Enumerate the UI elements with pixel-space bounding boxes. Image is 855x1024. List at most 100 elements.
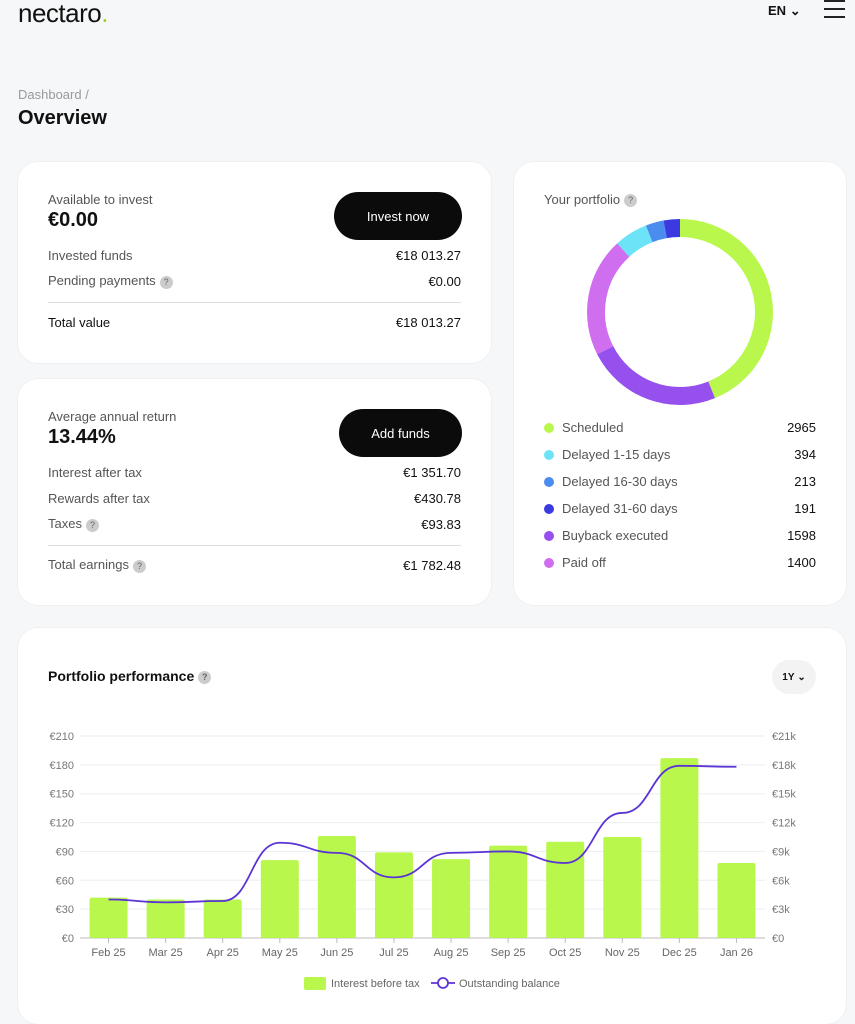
legend-value: 2965 xyxy=(787,420,816,435)
donut-segment[interactable] xyxy=(679,219,773,399)
legend-value: 394 xyxy=(794,447,816,462)
y-left-tick: €0 xyxy=(62,933,74,945)
available-value: €0.00 xyxy=(48,209,99,231)
legend-dot xyxy=(544,557,554,568)
x-tick-label: Mar 25 xyxy=(149,947,183,959)
legend-label: Delayed 31-60 days xyxy=(562,501,678,516)
y-right-tick: €18k xyxy=(772,760,796,772)
bar[interactable] xyxy=(546,841,585,938)
donut-segment[interactable] xyxy=(617,225,653,257)
legend-dot xyxy=(544,503,554,514)
help-icon[interactable]: ? xyxy=(85,518,99,532)
legend-dot xyxy=(544,530,554,541)
y-right-tick: €15k xyxy=(772,789,796,801)
bar[interactable] xyxy=(260,860,299,938)
chevron-down-icon: ⌄ xyxy=(797,671,806,683)
y-right-tick: €0 xyxy=(772,933,784,945)
y-left-tick: €90 xyxy=(56,846,74,858)
pending-payments-row: Pending payments? €0.00 xyxy=(48,273,461,289)
portfolio-donut xyxy=(587,219,773,405)
x-tick-label: Dec 25 xyxy=(662,947,697,959)
language-selector[interactable]: EN ⌄ xyxy=(768,3,801,18)
bar[interactable] xyxy=(89,897,128,938)
chevron-down-icon: ⌄ xyxy=(789,3,801,18)
help-icon[interactable]: ? xyxy=(198,670,212,684)
legend-balance: Outstanding balance xyxy=(459,978,560,990)
total-earnings-row: Total earnings? €1 782.48 xyxy=(48,557,461,573)
help-icon[interactable]: ? xyxy=(624,194,638,208)
legend-label: Delayed 16-30 days xyxy=(562,474,678,489)
bar[interactable] xyxy=(717,862,756,938)
taxes-row: Taxes? €93.83 xyxy=(48,516,461,532)
donut-segment[interactable] xyxy=(645,220,667,243)
donut-segment[interactable] xyxy=(587,243,630,355)
y-left-tick: €150 xyxy=(50,789,74,801)
bar[interactable] xyxy=(203,899,242,938)
x-tick-label: Aug 25 xyxy=(434,947,469,959)
y-right-tick: €9k xyxy=(772,846,790,858)
bar[interactable] xyxy=(603,837,642,938)
y-left-tick: €180 xyxy=(50,760,74,772)
legend-item: Paid off 1400 xyxy=(544,549,816,576)
legend-label: Buyback executed xyxy=(562,528,669,543)
y-left-tick: €120 xyxy=(50,818,74,830)
y-right-tick: €21k xyxy=(772,731,796,743)
invest-now-button[interactable]: Invest now xyxy=(334,192,462,240)
bar[interactable] xyxy=(489,845,528,938)
legend-value: 191 xyxy=(794,501,816,516)
y-left-tick: €60 xyxy=(56,875,74,887)
y-right-tick: €12k xyxy=(772,818,796,830)
donut-segment[interactable] xyxy=(663,219,681,239)
help-icon[interactable]: ? xyxy=(132,559,146,573)
bar[interactable] xyxy=(146,899,185,938)
legend-label: Scheduled xyxy=(562,420,624,435)
y-right-tick: €3k xyxy=(772,904,790,916)
breadcrumb[interactable]: Dashboard / xyxy=(18,87,89,102)
legend-interest: Interest before tax xyxy=(331,978,420,990)
help-icon[interactable]: ? xyxy=(159,275,173,289)
available-label: Available to invest xyxy=(48,192,153,207)
legend-label: Paid off xyxy=(562,555,606,570)
bar[interactable] xyxy=(374,852,413,938)
performance-card: Portfolio performance? xyxy=(18,628,846,1024)
y-left-tick: €210 xyxy=(50,731,74,743)
portfolio-legend: Scheduled 2965 Delayed 1-15 days 394 Delayed… xyxy=(544,414,816,576)
rewards-row: Rewards after tax €430.78 xyxy=(48,490,461,506)
return-label: Average annual return xyxy=(48,409,177,424)
x-tick-label: Nov 25 xyxy=(605,947,640,959)
period-selector[interactable]: 1Y ⌄ xyxy=(772,660,816,694)
legend-dot xyxy=(544,476,554,487)
x-tick-label: Oct 25 xyxy=(549,947,581,959)
page-title: Overview xyxy=(18,107,107,129)
portfolio-card: Your portfolio? Scheduled 2965 Delayed 1-1… xyxy=(514,162,846,605)
legend-item: Buyback executed 1598 xyxy=(544,522,816,549)
total-value-row: Total value €18 013.27 xyxy=(48,314,461,330)
legend-dot xyxy=(544,422,554,433)
bar[interactable] xyxy=(432,859,471,938)
invested-funds-row: Invested funds €18 013.27 xyxy=(48,247,461,263)
bar[interactable] xyxy=(317,836,356,938)
logo[interactable]: nectaro. xyxy=(18,0,108,28)
legend-label: Delayed 1-15 days xyxy=(562,447,671,462)
legend-value: 1400 xyxy=(787,555,816,570)
performance-title: Portfolio performance? xyxy=(48,668,212,684)
x-tick-label: Apr 25 xyxy=(206,947,238,959)
hamburger-icon[interactable] xyxy=(824,0,845,18)
x-tick-label: Jan 26 xyxy=(720,947,753,959)
y-left-tick: €30 xyxy=(56,904,74,916)
return-value: 13.44% xyxy=(48,426,116,448)
legend-item: Delayed 1-15 days 394 xyxy=(544,441,816,468)
add-funds-button[interactable]: Add funds xyxy=(339,409,462,457)
invest-card: Available to invest €0.00 Invest now Inv… xyxy=(18,162,491,363)
legend-swatch-interest xyxy=(304,977,326,990)
outstanding-balance-line xyxy=(108,764,737,904)
y-right-tick: €6k xyxy=(772,875,790,887)
x-tick-label: Jul 25 xyxy=(379,947,408,959)
x-tick-label: Jun 25 xyxy=(320,947,353,959)
donut-segment[interactable] xyxy=(597,345,716,405)
legend-item: Delayed 31-60 days 191 xyxy=(544,495,816,522)
x-tick-label: Sep 25 xyxy=(491,947,526,959)
bar[interactable] xyxy=(660,758,699,938)
legend-item: Delayed 16-30 days 213 xyxy=(544,468,816,495)
legend-value: 213 xyxy=(794,474,816,489)
